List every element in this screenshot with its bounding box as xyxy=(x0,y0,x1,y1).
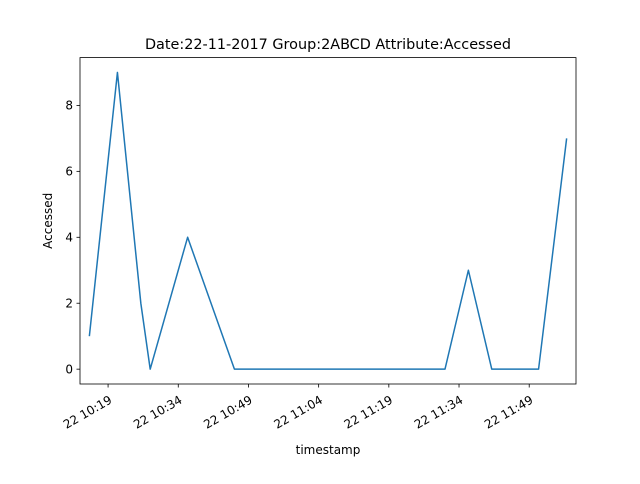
y-tick-label: 0 xyxy=(65,362,73,376)
x-axis-label: timestamp xyxy=(296,443,361,457)
y-tick-label: 4 xyxy=(65,231,73,245)
y-axis-ticks: 0 2 4 6 8 xyxy=(65,99,80,376)
y-tick-label: 2 xyxy=(65,297,73,311)
y-tick-label: 8 xyxy=(65,99,73,113)
plot-layer xyxy=(88,71,568,370)
chart-title: Date:22-11-2017 Group:2ABCD Attribute:Ac… xyxy=(145,37,511,53)
y-tick-label: 6 xyxy=(65,165,73,179)
plot-frame xyxy=(79,57,577,385)
series-line xyxy=(88,71,568,370)
y-axis-label: Accessed xyxy=(41,193,55,249)
